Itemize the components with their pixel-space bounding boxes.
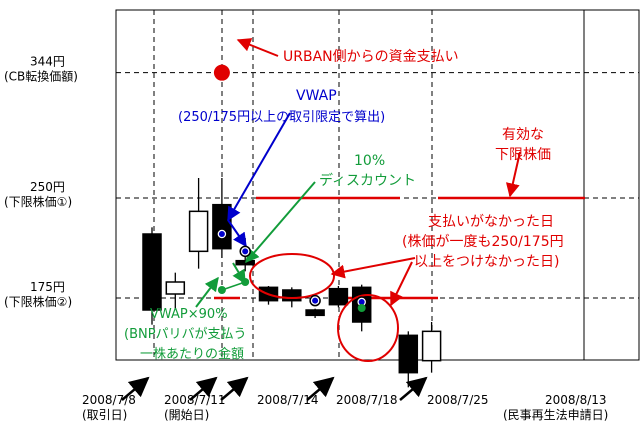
arrow-bnp [195, 276, 219, 308]
payment-point [213, 64, 230, 81]
y-axis-labels: 344円(CB転換価額) 250円(下限株価①) 175円(下限株価②) [4, 55, 78, 309]
annotation-floor-2: 下限株価 [495, 147, 551, 163]
y-label-175-0: 175円 [30, 280, 65, 294]
x-label-d0708-1: (取引日) [82, 408, 127, 422]
annotation-nopay-2: (株価が一度も250/175円 [402, 234, 564, 250]
y-label-344-0: 344円 [30, 55, 65, 69]
annotation-bnp-2: (BNPパリバが支払う [124, 327, 247, 342]
annotation-floor-1: 有効な [502, 127, 544, 143]
x-label-d0813-0: 2008/8/13 [545, 393, 607, 407]
vwap-point-0 [218, 231, 225, 237]
x-label-d0711-0: 2008/7/11 [164, 393, 226, 407]
point-markers [213, 64, 368, 312]
annotation-arrows [195, 38, 521, 362]
candle-body-7 [305, 309, 325, 317]
candle-body-11 [421, 330, 442, 362]
x-axis-labels: 2008/7/8(取引日) 2008/7/11(開始日) 2008/7/14 2008… [82, 376, 608, 422]
vwap90-point-extra [357, 304, 366, 312]
x-arrow-d0714 [220, 376, 249, 401]
x-label-d0711-1: (開始日) [164, 408, 209, 422]
x-arrow-d0708 [121, 376, 150, 401]
y-label-344-1: (CB転換価額) [4, 70, 78, 84]
candle-body-6 [282, 289, 302, 302]
x-label-d0708-0: 2008/7/8 [82, 393, 136, 407]
vwap90-line [221, 281, 246, 291]
no-payment-ellipse-2 [337, 294, 399, 362]
vwap90-point-0 [217, 286, 226, 294]
x-label-d0813-1: (民事再生法申請日) [503, 408, 608, 422]
x-arrow-d0711 [189, 376, 218, 401]
x-arrow-d0718 [306, 376, 335, 401]
x-label-d0714-0: 2008/7/14 [257, 393, 319, 407]
arrow-urban [236, 38, 279, 57]
annotation-vwap-title: VWAP [296, 88, 337, 104]
vwap-point-1 [242, 248, 249, 255]
annotation-nopay-1: 支払いがなかった日 [428, 214, 554, 230]
annotation-nopay-3: 以上をつけなかった日) [414, 254, 559, 270]
arrow-vwap-2 [227, 219, 247, 248]
annotation-bnp-1: VWAP×90% [150, 307, 228, 322]
candle-body-10 [398, 334, 419, 374]
annotation-vwap-note: (250/175円以上の取引限定で算出) [178, 110, 385, 125]
x-label-d0718-0: 2008/7/18 [336, 393, 398, 407]
vwap-point-3 [358, 299, 365, 305]
arrow-discount [245, 181, 316, 264]
annotation-discount-1: 10% [354, 153, 385, 169]
candle-body-1 [165, 281, 186, 295]
arrow-floor [505, 151, 521, 198]
candle-body-3 [212, 203, 232, 250]
candle-body-4 [235, 259, 255, 266]
y-label-250-1: (下限株価①) [4, 194, 72, 209]
candle-body-2 [188, 210, 209, 253]
x-arrow-d0725 [399, 376, 428, 401]
candle-body-8 [328, 287, 349, 306]
annotation-discount-2: ディスカウント [319, 172, 416, 189]
arrow-nopay-1 [330, 257, 416, 279]
annotation-urban: URBAN側からの資金支払い [283, 49, 459, 65]
annotation-bnp-3: 一株あたりの金額 [140, 346, 244, 362]
candle-body-0 [142, 233, 162, 311]
x-label-d0725-0: 2008/7/25 [427, 393, 489, 407]
y-label-250-0: 250円 [30, 180, 65, 194]
arrow-vwap-1 [227, 112, 291, 222]
vwap90-point-1 [241, 278, 250, 286]
vwap-point-2 [312, 297, 319, 304]
y-label-175-1: (下限株価②) [4, 294, 72, 309]
arrow-nopay-2 [390, 261, 413, 307]
